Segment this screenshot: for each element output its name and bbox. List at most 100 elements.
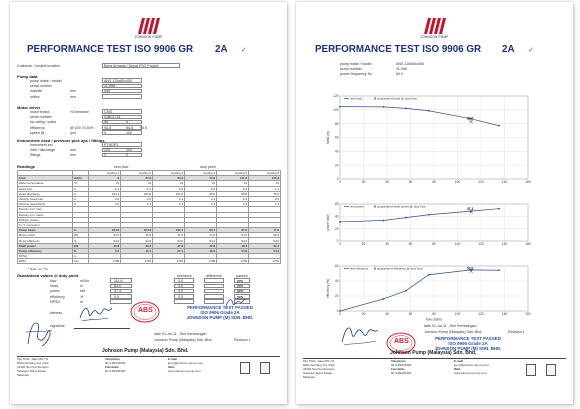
- x-tick-label: 140: [502, 180, 508, 184]
- passed-value: yes: [237, 279, 243, 283]
- x-tick-label: 20: [362, 180, 366, 184]
- y-tick-label: 60: [335, 136, 339, 140]
- customer-field: [102, 63, 180, 68]
- table-row: Pump efficiency% 0.0 16.1 27.1 48.3 54.8 54.3: [17, 247, 281, 255]
- stamp-line-2: ISO 9906 Grade 2A: [200, 310, 240, 315]
- field-label: inlet / discharge: [30, 148, 56, 153]
- field-box: [102, 78, 142, 83]
- data-point: [427, 273, 430, 276]
- footer-email: E-mail jpmy@johnson-pump.com Web www.johnso…: [454, 359, 489, 375]
- x-tick-label: 0: [339, 180, 341, 184]
- field-box: [102, 94, 142, 99]
- field-value-3: 94.5: [140, 125, 147, 130]
- report-company: Johnson Pump (Malaysia) Sdn. Bhd.: [154, 338, 213, 342]
- table-row: Flow m3/hr 0 37.0 56.2 75.6 111.5 135.3: [17, 175, 281, 182]
- field-box: [102, 119, 142, 125]
- stamp-line-1: PERFORMANCE TEST PASSED: [187, 305, 253, 310]
- customer-value: Bumi Armada / Sepat FSO Project: [104, 64, 159, 68]
- field-value: ANS 125x80x450: [104, 79, 132, 83]
- x-tick-label: 60: [409, 242, 413, 246]
- passed-box: [234, 278, 250, 283]
- guaranteed-marker: [469, 119, 473, 124]
- info-value: 60.0: [396, 71, 403, 76]
- abs-stamp: ABS: [130, 301, 160, 323]
- head-chart-svg: 0 20 40 60 80 100 120 140 160020406080100120head…: [326, 94, 531, 184]
- footer-address: Plot 5702, Jalan BS 7/1 Bukit Serdang Ind…: [17, 357, 49, 377]
- tolerance-value: 0.0: [178, 294, 183, 299]
- title-check-mark: ✓: [528, 47, 534, 54]
- report-revision: Revision L: [508, 330, 525, 334]
- field-label: instrument set: [30, 143, 53, 147]
- field-unit: @ 100,75,50%: [70, 125, 94, 130]
- tolerance-box: [174, 278, 194, 283]
- y-tick-label: 0: [337, 177, 339, 181]
- info-label: power frequency Hz: [340, 71, 372, 76]
- certification-logo-icon: [240, 362, 250, 374]
- series-line-0: [339, 106, 500, 126]
- field-value: 0: [104, 130, 106, 135]
- report-grade: 2A: [502, 44, 515, 55]
- field-label: serial number: [30, 84, 52, 89]
- legend-entry-test: test head: [350, 97, 363, 101]
- y-tick-label: 20: [335, 227, 339, 231]
- x-tick-label: 60: [409, 180, 413, 184]
- field-value: 0: [104, 153, 106, 158]
- row-label: RPM: [17, 258, 73, 265]
- field-label: fittings: [30, 153, 41, 158]
- tolerance-header: tolerance: [177, 274, 192, 278]
- data-point: [382, 298, 385, 300]
- footer-address: Plot 5702, Jalan BS 7/1 Bukit Serdang Ind…: [303, 359, 335, 379]
- x-tick-label: 80: [432, 312, 436, 316]
- x-tick-label: 120: [478, 242, 484, 246]
- tolerance-box: [174, 283, 194, 289]
- guaranteed-value: 47.3: [114, 289, 121, 294]
- johnson-pump-logo: JOHNSON PUMP: [132, 16, 166, 39]
- y-tick-label: 80: [335, 122, 339, 126]
- x-tick-label: 40: [385, 180, 389, 184]
- guaranteed-box: [110, 278, 132, 283]
- guaranteed-box: [110, 294, 132, 299]
- jp-logo-icon: [137, 18, 160, 34]
- table-cell: 1785: [88, 258, 121, 265]
- zero-flow-label: zero flow: [114, 165, 129, 169]
- legend-swatch-guaranteed: [373, 97, 377, 100]
- abs-stamp-icon: [130, 301, 160, 323]
- field-label: pump make / model: [30, 79, 62, 83]
- instruments-heading: Instruments used / pressure pick ups / f…: [17, 138, 105, 143]
- difference-box: [204, 283, 224, 289]
- customer-label: Customer / project location: [17, 64, 60, 68]
- field-label: motor brand: [30, 110, 50, 114]
- y-tick-label: 40: [335, 149, 339, 153]
- x-tick-label: 120: [478, 180, 484, 184]
- row-unit: rpm: [72, 258, 89, 265]
- guaranteed-label: head: [50, 284, 58, 289]
- y-tick-label: 120: [333, 94, 339, 98]
- y-axis-label: head (m): [326, 131, 330, 144]
- field-unit: % tolerance: [70, 110, 89, 114]
- field-unit: mm: [70, 153, 76, 158]
- legend-entry-guaranteed: guaranteed head @ duty flow: [378, 97, 418, 101]
- passed-value: yes: [237, 294, 243, 299]
- x-tick-label: 160: [525, 180, 531, 184]
- passed-box: [234, 288, 250, 294]
- data-point: [405, 107, 407, 110]
- stamp-line-3: JOHNSON PUMP (M) SDN. BHD.: [186, 315, 254, 320]
- field-value: PTHDP3: [104, 143, 119, 147]
- certification-logo-icon: [526, 364, 536, 376]
- readings-table: reading 1 reading 2 reading 3 reading 4 read…: [17, 169, 281, 265]
- field-value: 11-098: [104, 84, 115, 89]
- quality-mark-icon: [260, 362, 270, 374]
- readings-footnote: * Note: ref. T.S.: [28, 267, 49, 271]
- guaranteed-label: flow: [50, 279, 57, 283]
- x-tick-label: 20: [362, 242, 366, 246]
- data-point: [498, 207, 500, 210]
- guaranteed-value: 111.6: [114, 279, 123, 283]
- data-point: [339, 221, 341, 223]
- x-tick-label: 60: [409, 312, 413, 316]
- difference-box: [204, 288, 224, 294]
- witness-label: witness: [50, 311, 62, 315]
- table-cell: 1785: [184, 258, 217, 265]
- data-point: [382, 219, 385, 222]
- y-axis-label: power (kW): [326, 214, 330, 230]
